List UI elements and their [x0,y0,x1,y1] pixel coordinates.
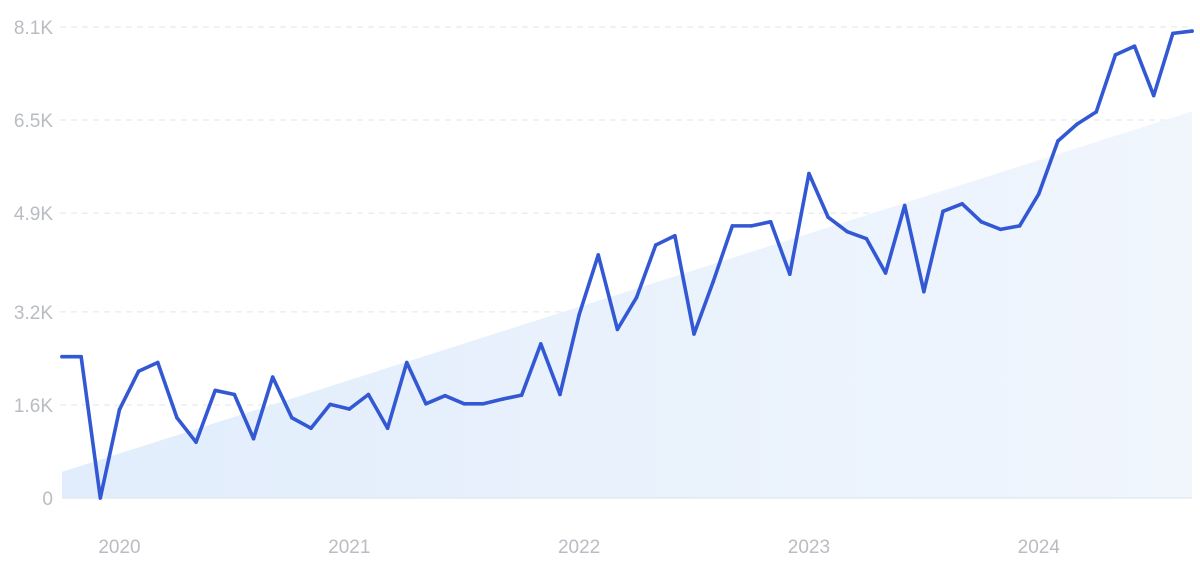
data-point-2020-11 [309,426,313,431]
data-point-2022-05 [653,243,658,247]
y-tick-label-2: 3.2K [14,303,53,324]
series-line-0 [60,29,1194,500]
data-point-2019-10 [60,354,64,359]
data-point-2020-01 [117,407,122,412]
data-point-2021-02 [366,392,371,397]
data-point-2019-11 [79,354,83,359]
data-point-2021-03 [385,426,390,431]
data-point-2023-10 [979,220,984,224]
data-point-2021-09 [500,397,505,401]
data-point-2024-05 [1113,53,1118,57]
data-point-2024-07 [1151,93,1156,98]
y-tick-label-4: 6.5K [14,111,53,132]
y-tick-label-5: 8.1K [14,18,53,39]
y-tick-label-0: 0 [42,489,53,510]
data-point-2020-09 [270,375,275,379]
x-tick-label-0: 2020 [98,537,140,558]
data-point-2021-04 [404,360,409,365]
data-point-2021-07 [462,402,467,406]
x-tick-label-2: 2022 [558,537,600,558]
data-point-2021-08 [481,402,486,406]
data-point-2022-09 [730,224,735,228]
data-point-2022-07 [692,332,696,336]
trend-area-fill [62,111,1192,498]
data-point-2023-08 [941,209,945,214]
data-point-2020-04 [175,415,179,420]
data-point-2023-02 [826,215,830,219]
data-point-2020-02 [136,369,141,374]
data-point-2024-01 [1036,192,1041,196]
data-point-2020-07 [232,392,237,397]
series-line-group [60,29,1194,500]
data-point-2022-10 [749,224,754,228]
x-tick-label-3: 2023 [788,537,830,558]
data-point-2020-05 [194,440,198,444]
data-point-2020-03 [155,360,160,365]
data-point-2020-06 [213,388,218,393]
data-point-2022-06 [673,233,677,238]
data-point-2021-11 [539,342,543,346]
data-point-2024-02 [1056,139,1060,143]
data-point-2021-10 [519,393,524,397]
data-point-2023-12 [1017,224,1022,228]
data-point-2022-01 [577,313,581,317]
data-point-2023-01 [807,171,811,176]
data-point-2022-11 [768,220,773,224]
data-point-2021-12 [558,392,562,397]
data-point-2023-11 [998,227,1003,232]
data-point-2023-09 [960,201,964,206]
data-point-2022-02 [596,253,601,257]
y-tick-label-1: 1.6K [14,396,53,417]
x-tick-label-4: 2024 [1018,537,1061,558]
data-point-2023-06 [902,203,907,208]
data-point-2023-04 [864,236,869,241]
data-point-2024-04 [1094,110,1099,114]
data-point-2022-12 [788,272,792,276]
data-point-2024-03 [1075,122,1079,126]
data-point-2021-06 [443,393,447,398]
data-point-2023-05 [883,271,888,275]
data-point-2020-08 [251,436,256,441]
data-point-2024-09 [1190,29,1194,33]
x-axis-ticks: 2020 2021 2022 2023 2024 [98,537,1060,558]
data-point-2019-12 [98,496,103,500]
data-point-2024-08 [1171,31,1175,36]
data-point-2022-04 [634,295,639,300]
data-point-2023-07 [922,289,926,294]
y-axis-ticks: 0 1.6K 3.2K 4.9K 6.5K 8.1K [14,18,53,510]
trend-area [62,111,1192,498]
data-point-2020-12 [328,402,332,407]
data-point-2022-03 [615,327,620,332]
data-point-2021-01 [347,407,352,411]
data-point-2024-06 [1132,44,1137,48]
x-tick-label-1: 2021 [328,537,370,558]
data-point-2020-10 [290,415,294,420]
data-point-2022-08 [711,279,715,284]
data-point-2023-03 [845,229,850,234]
y-tick-label-3: 4.9K [14,204,53,225]
data-point-2021-05 [424,402,428,406]
